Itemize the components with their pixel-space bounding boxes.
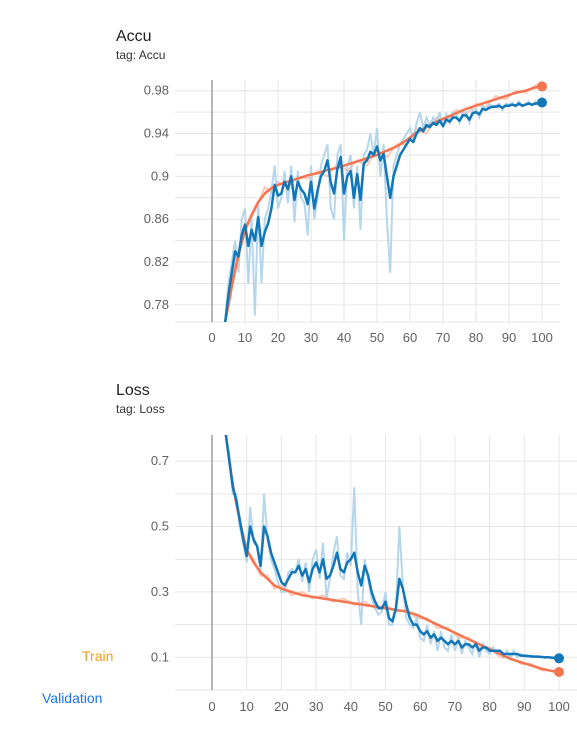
accu-xtick-label-50: 50 [370,330,384,345]
loss-xtick-label-70: 70 [448,699,462,714]
loss-series-group [224,434,560,674]
loss-chart-panel: Loss tag: Loss 0 10 20 30 40 50 60 70 80 90 100 0.1… [0,370,577,751]
loss-ytick-label-1: 0.3 [151,584,169,599]
accu-xtick-label-30: 30 [304,330,318,345]
legend-train-label: Train [82,648,114,664]
accu-xtick-label-80: 80 [469,330,483,345]
accu-grid [175,80,560,323]
loss-xtick-label-80: 80 [482,699,496,714]
loss-grid [175,435,577,691]
accu-xtick-label-40: 40 [337,330,351,345]
accu-ytick-label-3: 0.9 [151,168,169,183]
accu-xtick-label-60: 60 [403,330,417,345]
accu-series-group [223,84,543,322]
loss-xtick-label-40: 40 [344,699,358,714]
loss-xtick-label-60: 60 [413,699,427,714]
accu-validation-line [223,101,543,322]
loss-xtick-label-30: 30 [309,699,323,714]
loss-ytick-label-0: 0.1 [151,649,169,664]
accu-ytick-label-0: 0.78 [144,297,169,312]
accu-ytick-label-1: 0.82 [144,254,169,269]
accu-validation-end-marker [537,97,547,108]
legend-validation-label: Validation [42,690,103,706]
loss-xtick-label-90: 90 [517,699,531,714]
loss-validation-raw-line [224,434,560,660]
accu-xtick-label-0: 0 [208,330,215,345]
accu-chart-plot[interactable]: 0 10 20 30 40 50 60 70 80 90 100 0.78 0.82 0.86 0.9 0.9… [0,0,577,360]
accu-ytick-label-2: 0.86 [144,211,169,226]
accu-validation-raw-line [224,99,543,322]
loss-ytick-label-2: 0.5 [151,519,169,534]
accu-chart-panel: Accu tag: Accu 0 10 20 30 40 50 60 70 80 90 100 0.7… [0,0,577,360]
accu-xtick-label-10: 10 [238,330,252,345]
loss-chart-title: Loss [116,382,150,399]
accu-chart-tag: tag: Accu [116,48,166,62]
loss-validation-line [224,434,560,660]
accu-chart-title: Accu [116,28,152,45]
accu-train-end-marker [537,81,547,92]
accu-xtick-label-70: 70 [436,330,450,345]
loss-chart-tag: tag: Loss [116,402,165,416]
loss-xtick-label-10: 10 [239,699,253,714]
accu-xtick-label-20: 20 [271,330,285,345]
loss-train-line [224,434,560,674]
loss-xtick-label-0: 0 [208,699,215,714]
loss-chart-plot[interactable]: 0 10 20 30 40 50 60 70 80 90 100 0.1 0.3 0.5 0.7 [0,370,577,751]
loss-train-end-marker [554,667,564,678]
accu-xtick-label-90: 90 [502,330,516,345]
accu-xtick-label-100: 100 [531,330,553,345]
loss-xtick-label-50: 50 [378,699,392,714]
loss-ytick-label-3: 0.7 [151,453,169,468]
accu-train-line [223,85,543,322]
loss-xtick-label-100: 100 [548,699,570,714]
loss-xtick-label-20: 20 [274,699,288,714]
loss-train-raw-line [224,434,560,673]
loss-validation-end-marker [554,653,564,664]
accu-ytick-label-5: 0.98 [144,83,169,98]
accu-ytick-label-4: 0.94 [144,126,169,141]
